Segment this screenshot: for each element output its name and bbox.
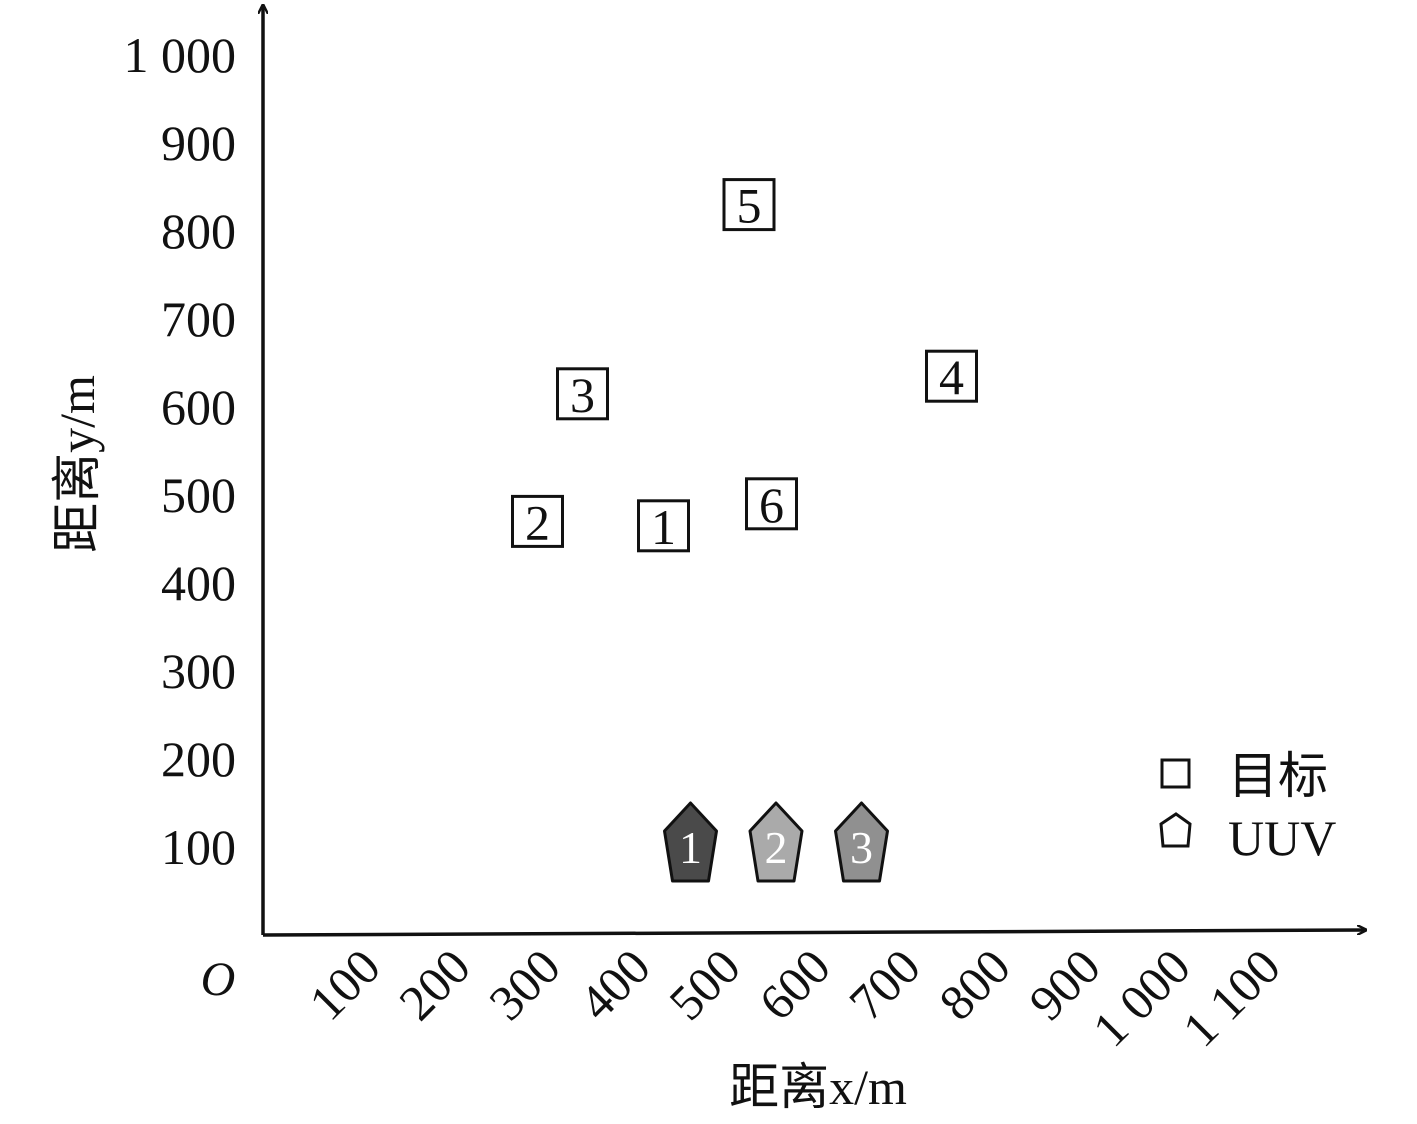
- uuv-marker-3: 3: [834, 801, 889, 883]
- y-tick-label: 900: [161, 115, 236, 171]
- x-tick-label: 300: [478, 938, 571, 1031]
- target-number: 5: [737, 178, 762, 234]
- target-number: 2: [525, 494, 550, 550]
- target-markers: 1 2 3 4 5 6: [511, 178, 978, 555]
- legend-label-uuv: UUV: [1228, 810, 1336, 866]
- target-marker-6: 6: [745, 477, 798, 533]
- x-tick-label: 500: [658, 938, 751, 1031]
- x-tick-label: 1 100: [1172, 938, 1291, 1057]
- target-square: [556, 367, 609, 421]
- uuv-number: 1: [679, 822, 702, 873]
- axes: [262, 5, 1366, 937]
- uuv-marker-1: 1: [663, 801, 718, 883]
- y-tick-labels: 100 200 300 400 500 600 700 800 900 1 000: [124, 27, 237, 875]
- target-square: [511, 494, 564, 548]
- y-tick-label: 1 000: [124, 27, 237, 83]
- x-tick-label: 200: [388, 938, 481, 1031]
- x-axis-line: [262, 930, 1366, 937]
- target-marker-1: 1: [637, 499, 690, 555]
- legend-square-icon: [1160, 758, 1191, 789]
- uuv-marker-2: 2: [748, 801, 804, 883]
- target-marker-2: 2: [511, 494, 564, 550]
- uuv-pentagon: [748, 801, 804, 883]
- legend: 目标 UUV: [1159, 748, 1336, 866]
- uuv-pentagon: [663, 801, 718, 883]
- target-marker-4: 4: [925, 349, 978, 405]
- uuv-pentagon: [834, 801, 889, 883]
- x-tick-label: 1 000: [1082, 938, 1201, 1057]
- target-square: [722, 178, 776, 232]
- legend-item-target: 目标: [1160, 748, 1328, 804]
- y-tick-label: 600: [161, 379, 236, 435]
- y-tick-label: 500: [161, 467, 236, 523]
- y-tick-label: 300: [161, 643, 236, 699]
- target-marker-5: 5: [722, 178, 776, 234]
- x-tick-label: 600: [748, 938, 841, 1031]
- legend-pentagon-icon: [1159, 812, 1192, 848]
- target-square: [745, 477, 798, 531]
- y-tick-label: 100: [161, 819, 236, 875]
- y-axis-title: 距离y/m: [49, 375, 105, 553]
- target-number: 6: [759, 477, 784, 533]
- legend-label-target: 目标: [1228, 748, 1328, 804]
- target-number: 1: [651, 499, 676, 555]
- target-square: [637, 499, 690, 553]
- uuv-markers: 1 2 3: [663, 801, 889, 883]
- target-square: [925, 349, 978, 403]
- x-axis-title: 距离x/m: [729, 1059, 907, 1115]
- x-tick-label: 800: [928, 938, 1021, 1031]
- x-tick-label: 100: [298, 938, 391, 1031]
- y-tick-label: 700: [161, 291, 236, 347]
- y-tick-label: 400: [161, 555, 236, 611]
- x-tick-label: 700: [838, 938, 931, 1031]
- target-number: 3: [570, 367, 595, 423]
- origin-label: O: [201, 953, 236, 1006]
- uuv-number: 2: [765, 822, 788, 873]
- target-number: 4: [939, 349, 964, 405]
- uuv-number: 3: [850, 822, 873, 873]
- legend-item-uuv: UUV: [1159, 810, 1336, 866]
- target-marker-3: 3: [556, 367, 609, 423]
- x-tick-label: 400: [568, 938, 661, 1031]
- y-tick-label: 800: [161, 203, 236, 259]
- y-tick-label: 200: [161, 731, 236, 787]
